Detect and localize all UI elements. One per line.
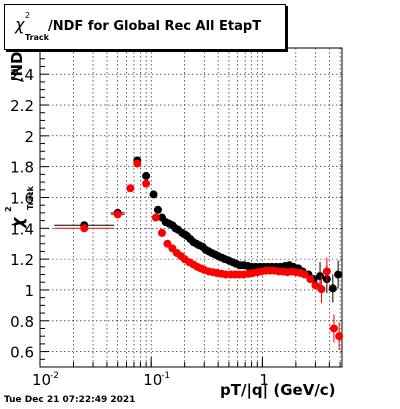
y-label-suffix: /ND	[8, 51, 26, 82]
title-superscript: 2	[25, 11, 31, 20]
red-series-point	[322, 267, 331, 276]
y-axis-label: χ 2 Track /ND	[2, 52, 42, 250]
red-series-point	[335, 332, 344, 341]
y-tick-label: 2.4	[10, 66, 34, 84]
y-tick-label: 2.2	[10, 97, 34, 115]
y-tick-label: 1.4	[10, 220, 34, 238]
red-series-point	[300, 270, 309, 279]
red-series-point	[151, 213, 160, 222]
y-tick-label: 0.6	[10, 344, 34, 362]
red-series-point	[329, 324, 338, 333]
y-tick-label: 0.8	[10, 313, 34, 331]
x-axis-label: pT/|q| (GeV/c)	[220, 381, 336, 399]
y-label-sub: Track	[26, 186, 35, 210]
black-series-point	[316, 272, 325, 281]
red-series-point	[80, 224, 89, 233]
black-series-point	[142, 171, 151, 180]
title-subscript: Track	[25, 33, 49, 42]
y-tick-label: 1	[24, 282, 34, 300]
black-series-point	[149, 190, 158, 199]
title-chi-symbol: χ	[15, 15, 25, 34]
x-tick-exponent: -2	[50, 371, 59, 381]
black-series-point	[153, 205, 162, 214]
red-series-point	[311, 281, 320, 290]
red-series-point	[317, 285, 326, 294]
y-tick-label: 1.8	[10, 159, 34, 177]
plot-frame	[39, 47, 343, 368]
x-tick-label: 10	[32, 371, 51, 389]
y-tick-label: 1.6	[10, 189, 34, 207]
x-tick-label: 10	[143, 371, 162, 389]
red-series-point	[126, 184, 135, 193]
red-series-point	[113, 210, 122, 219]
black-series-point	[334, 270, 343, 279]
title-box: χ 2 Track /NDF for Global Rec All EtapT	[4, 4, 286, 50]
red-series-point	[142, 179, 151, 188]
x-tick-exponent: -1	[161, 371, 170, 381]
y-tick-label: 1.2	[10, 251, 34, 269]
red-series-point	[157, 228, 166, 237]
y-label-sup: 2	[4, 206, 13, 212]
black-series-point	[328, 284, 337, 293]
y-label-chi: χ	[8, 217, 27, 228]
red-series-point	[306, 275, 315, 284]
chart-title: /NDF for Global Rec All EtapT	[48, 19, 262, 34]
red-series-point	[133, 159, 142, 168]
timestamp: Tue Dec 21 07:22:49 2021	[4, 395, 136, 405]
y-tick-label: 2	[24, 128, 34, 146]
x-tick-label: 1	[259, 371, 269, 389]
